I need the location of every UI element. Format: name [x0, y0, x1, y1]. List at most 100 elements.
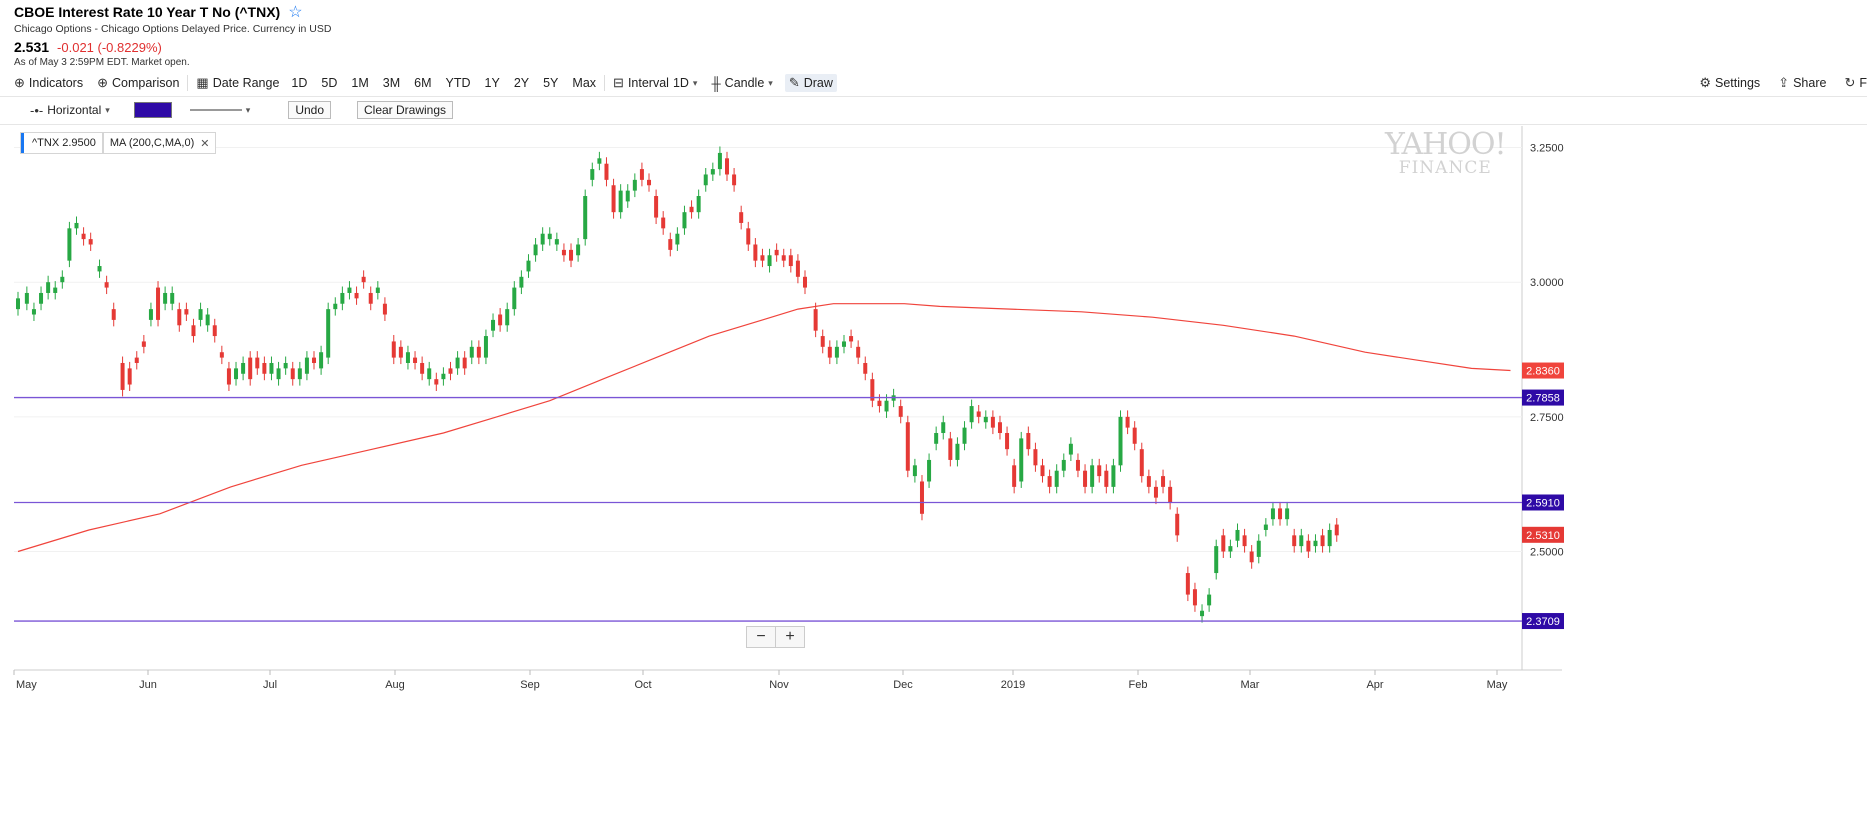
candle-body [1185, 573, 1190, 595]
range-2y[interactable]: 2Y [513, 76, 530, 90]
candle-body [710, 169, 715, 175]
candle-body [434, 379, 439, 385]
chart-type-dropdown[interactable]: ╫ Candle ▾ [711, 76, 772, 91]
candle-body [955, 443, 960, 460]
indicators-label: Indicators [28, 76, 84, 90]
horizontal-line-label-bg [1522, 389, 1564, 406]
interval-value: 1D [672, 76, 689, 90]
candle-body [483, 336, 488, 358]
candle-body [983, 416, 988, 423]
divider [187, 75, 189, 91]
divider [604, 75, 606, 91]
candle-body [469, 346, 474, 358]
range-1d[interactable]: 1D [291, 76, 308, 90]
drawing-toolbar: -•- Horizontal ▾ ▾ Undo Clear Drawings [0, 100, 1867, 120]
ma-legend-chip[interactable]: MA (200,C,MA,0) ✕ [102, 132, 217, 154]
chart-type-label: Candle [724, 76, 765, 90]
candle-body [1068, 443, 1073, 455]
draw-tool-dropdown[interactable]: -•- Horizontal ▾ [30, 103, 110, 118]
candle-body [1313, 540, 1318, 547]
candle-body [491, 319, 496, 331]
candle-body [46, 282, 51, 293]
candle-body [505, 309, 510, 326]
watermark-line2: FINANCE [1398, 158, 1492, 178]
candle-body [448, 368, 453, 374]
ticker-legend-chip[interactable]: ^TNX 2.9500 [20, 132, 103, 154]
candle-body [88, 239, 93, 245]
candle-body [1097, 465, 1102, 477]
ticker-legend-label: ^TNX 2.9500 [32, 137, 96, 149]
candle-body [1306, 540, 1311, 552]
quote-price: 2.531 [14, 39, 50, 55]
range-5y[interactable]: 5Y [543, 76, 559, 90]
candle-body [398, 346, 403, 358]
candle-body [1075, 459, 1080, 471]
candle-body [717, 152, 722, 170]
candle-body [1278, 508, 1283, 520]
range-ytd[interactable]: YTD [445, 76, 471, 90]
candle-body [795, 260, 800, 277]
candle-body [547, 233, 552, 240]
candle-body [639, 169, 644, 180]
range-1y[interactable]: 1Y [484, 76, 500, 90]
draw-tool-label: Horizontal [47, 103, 102, 117]
series-color-mark [21, 133, 24, 153]
color-swatch[interactable] [133, 102, 172, 118]
range-1m[interactable]: 1M [351, 76, 369, 90]
range-6m[interactable]: 6M [414, 76, 432, 90]
undo-button[interactable]: Undo [288, 101, 331, 119]
indicators-button[interactable]: ⊕ Indicators [14, 75, 83, 91]
x-tick-label: Sep [520, 679, 540, 691]
divider [0, 96, 1867, 97]
candle-body [1104, 470, 1109, 487]
candle-body [226, 368, 231, 385]
candle-body [255, 357, 260, 369]
candlestick-icon: ╫ [711, 75, 721, 91]
y-tick-label: 3.2500 [1530, 143, 1564, 155]
candle-body [1005, 433, 1010, 450]
candle-body [1012, 465, 1017, 487]
x-tick-label: Feb [1129, 679, 1148, 691]
share-icon: ⇪ [1778, 75, 1790, 90]
candle-body [590, 169, 595, 180]
candle-body [198, 309, 203, 320]
date-range-button[interactable]: ▦ Date Range [196, 75, 279, 91]
zoom-out-button[interactable]: − [756, 628, 766, 645]
draw-button[interactable]: ✎ Draw [784, 74, 837, 92]
star-watchlist-icon[interactable]: ☆ [288, 4, 303, 21]
range-5d[interactable]: 5D [321, 76, 338, 90]
settings-label: Settings [1715, 76, 1761, 90]
candle-body [1054, 470, 1059, 487]
chevron-down-icon: ▾ [245, 104, 251, 115]
share-button[interactable]: ⇪ Share [1778, 75, 1826, 91]
candle-body [753, 244, 758, 261]
candle-body [111, 309, 116, 320]
close-icon[interactable]: ✕ [200, 137, 210, 150]
zoom-in-button[interactable]: + [775, 627, 804, 647]
line-style-dropdown[interactable]: ▾ [189, 104, 251, 116]
interval-dropdown[interactable]: ⊟ Interval 1D ▾ [613, 75, 697, 91]
candle-body [625, 190, 630, 202]
candle-body [177, 309, 182, 326]
comparison-button[interactable]: ⊕ Comparison [97, 75, 179, 91]
chevron-down-icon: ▾ [768, 77, 773, 88]
candle-body [905, 422, 910, 471]
candle-body [813, 309, 818, 331]
candle-body [990, 416, 995, 428]
comparison-label: Comparison [112, 76, 180, 90]
chart-toolbar: ⊕ Indicators ⊕ Comparison ▦ Date Range 1… [0, 72, 1867, 94]
candle-body [675, 233, 680, 245]
clear-drawings-button[interactable]: Clear Drawings [357, 101, 454, 119]
page-title: CBOE Interest Rate 10 Year T No (^TNX) [14, 4, 281, 20]
refresh-button[interactable]: ↻ F [1844, 75, 1867, 91]
candle-body [841, 341, 846, 347]
candle-body [788, 255, 793, 267]
candle-body [533, 244, 538, 256]
x-tick-label: May [16, 679, 37, 691]
range-3m[interactable]: 3M [382, 76, 401, 90]
settings-button[interactable]: ⚙ Settings [1699, 75, 1760, 91]
range-max[interactable]: Max [572, 76, 597, 90]
candle-body [156, 287, 161, 320]
candle-body [820, 336, 825, 347]
